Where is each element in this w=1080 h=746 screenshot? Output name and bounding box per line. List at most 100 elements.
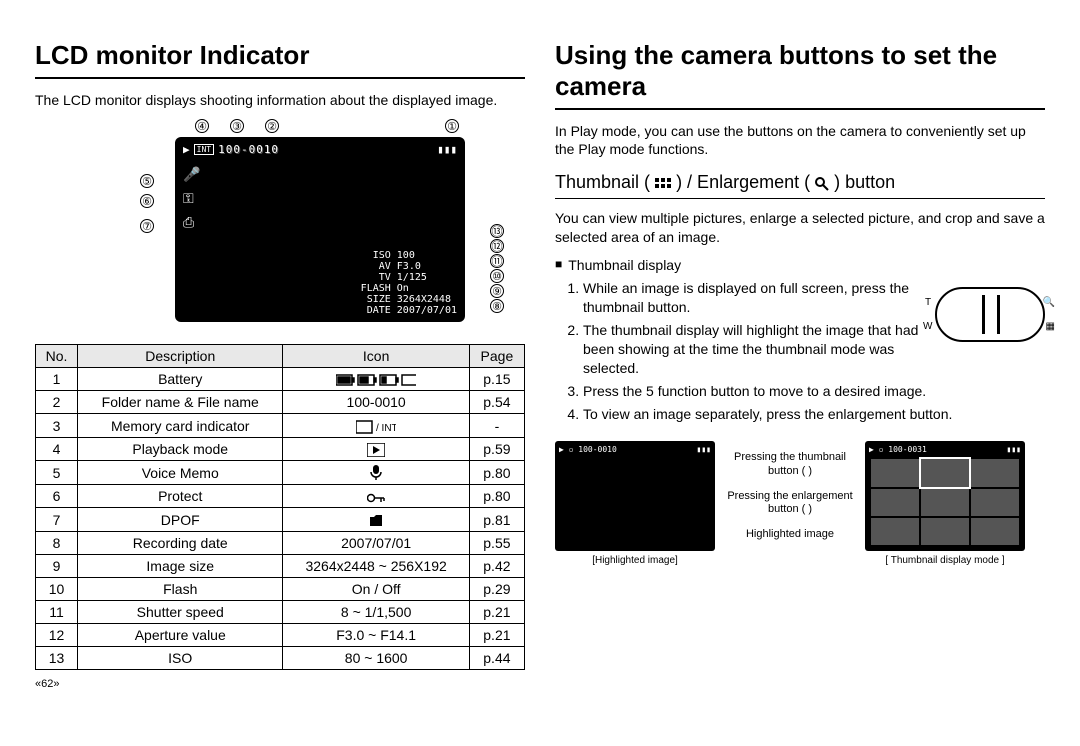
left-title: LCD monitor Indicator [35, 40, 525, 79]
cell-page: p.54 [469, 391, 524, 414]
callout-8: ⑧ [490, 299, 504, 313]
th-no: No. [36, 345, 78, 368]
th-desc: Description [78, 345, 283, 368]
table-row: 11Shutter speed8 ~ 1/1,500p.21 [36, 600, 525, 623]
callout-1: ① [445, 119, 459, 133]
table-row: 8Recording date2007/07/01p.55 [36, 531, 525, 554]
lcd-info-row: TV1/125 [351, 272, 457, 283]
table-row: 7DPOF p.81 [36, 508, 525, 531]
indicator-table: No. Description Icon Page 1Batteryp.152F… [35, 344, 525, 669]
bullet-text: Thumbnail display [568, 257, 681, 273]
key-icon: ⚿ [183, 191, 200, 207]
lcd-info-label: SIZE [351, 294, 391, 305]
cell-desc: Recording date [78, 531, 283, 554]
cell-page: p.15 [469, 368, 524, 391]
cell-desc: Protect [78, 485, 283, 508]
lcd-info-row: SIZE 3264X2448 [351, 294, 457, 305]
cell-no: 9 [36, 554, 78, 577]
cell-desc: Aperture value [78, 623, 283, 646]
table-row: 5Voice Memop.80 [36, 461, 525, 485]
step-item: To view an image separately, press the e… [583, 405, 953, 424]
page-number: «62» [35, 678, 525, 690]
diag-middle: Pressing the thumbnail button ( ) Pressi… [725, 441, 855, 541]
callout-6: ⑥ [140, 194, 154, 208]
cell-desc: Flash [78, 577, 283, 600]
zoom-grid-icon: ▦ [1046, 321, 1055, 332]
callout-10: ⑩ [490, 269, 504, 283]
lcd-info-label: FLASH [351, 283, 391, 294]
subhead: Thumbnail ( ) / Enlargement ( ) button [555, 172, 1045, 199]
cell-icon: 3264x2448 ~ 256X192 [283, 554, 469, 577]
bottom-diagram: ▶ ▫ 100-0010 ▮▮▮ [Highlighted image] Pre… [555, 441, 1045, 566]
lcd-info-label: ISO [351, 250, 391, 261]
cell-no: 13 [36, 646, 78, 669]
lcd-info-row: ISO100 [351, 250, 457, 261]
bullet-row: ■ Thumbnail display [555, 257, 1045, 273]
cell-icon [283, 368, 469, 391]
zoom-t: T [925, 297, 931, 308]
cell-page: p.21 [469, 600, 524, 623]
cell-desc: Playback mode [78, 437, 283, 460]
file-number: 100-0010 [218, 143, 279, 156]
cell-no: 12 [36, 623, 78, 646]
lcd-info-value: 1/125 [397, 272, 427, 283]
diag-right: ▶ ▫ 100-0031 ▮▮▮ [ Thumbnail display mod… [865, 441, 1025, 566]
lcd-diagram: ④ ③ ② ① ⑤ ⑥ ⑦ ⑬ ⑫ ⑪ ⑩ ⑨ ⑧ ▶ INT 100-0010… [35, 119, 525, 334]
cell-no: 11 [36, 600, 78, 623]
mid-caption: Highlighted image [725, 528, 855, 541]
cell-no: 10 [36, 577, 78, 600]
cell-icon: 80 ~ 1600 [283, 646, 469, 669]
cell-desc: Image size [78, 554, 283, 577]
cell-desc: Memory card indicator [78, 414, 283, 437]
dpof-icon: ⎙ [183, 215, 200, 231]
cell-desc: DPOF [78, 508, 283, 531]
right-para: You can view multiple pictures, enlarge … [555, 209, 1045, 247]
card-icon: INT [194, 144, 214, 155]
zoom-button-art: T W 🔍 ▦ [935, 287, 1045, 342]
magnify-icon [815, 172, 829, 192]
mid-top-label: Pressing the thumbnail button ( ) [725, 451, 855, 477]
zoom-magnify-icon: 🔍 [1043, 297, 1055, 308]
lcd-info-value: On [397, 283, 409, 294]
table-row: 9Image size3264x2448 ~ 256X192p.42 [36, 554, 525, 577]
callout-13: ⑬ [490, 224, 504, 238]
mini-left-file: 100-0010 [578, 445, 617, 454]
cell-icon [283, 437, 469, 460]
callout-12: ⑫ [490, 239, 504, 253]
lcd-info-row: FLASH On [351, 283, 457, 294]
cell-page: p.80 [469, 461, 524, 485]
callout-2: ② [265, 119, 279, 133]
cell-desc: Shutter speed [78, 600, 283, 623]
right-intro: In Play mode, you can use the buttons on… [555, 122, 1035, 158]
mic-icon: 🎤 [183, 167, 200, 183]
cell-page: - [469, 414, 524, 437]
cell-page: p.42 [469, 554, 524, 577]
bullet-square-icon: ■ [555, 257, 562, 273]
cell-icon [283, 461, 469, 485]
cell-no: 8 [36, 531, 78, 554]
cell-page: p.81 [469, 508, 524, 531]
callout-5: ⑤ [140, 174, 154, 188]
cell-no: 7 [36, 508, 78, 531]
diag-left: ▶ ▫ 100-0010 ▮▮▮ [Highlighted image] [555, 441, 715, 566]
cell-icon: 100-0010 [283, 391, 469, 414]
subhead-suffix: ) button [834, 172, 895, 192]
battery-icon: ▮▮▮ [437, 143, 457, 156]
cell-no: 6 [36, 485, 78, 508]
cell-no: 4 [36, 437, 78, 460]
subhead-mid: ) / Enlargement ( [676, 172, 815, 192]
lcd-info-value: F3.0 [397, 261, 421, 272]
table-row: 6Protectp.80 [36, 485, 525, 508]
mini-lcd-right: ▶ ▫ 100-0031 ▮▮▮ [865, 441, 1025, 551]
cell-page: p.29 [469, 577, 524, 600]
lcd-info-row: DATE2007/07/01 [351, 305, 457, 316]
table-row: 10FlashOn / Offp.29 [36, 577, 525, 600]
lcd-info-value: 3264X2448 [397, 294, 451, 305]
cell-no: 1 [36, 368, 78, 391]
cell-page: p.21 [469, 623, 524, 646]
lcd-info-label: DATE [351, 305, 391, 316]
table-row: 1Batteryp.15 [36, 368, 525, 391]
callout-7: ⑦ [140, 219, 154, 233]
lcd-screen: ▶ INT 100-0010 ▮▮▮ 🎤 ⚿ ⎙ ISO100AVF3.0TV1… [175, 137, 465, 322]
lcd-info-block: ISO100AVF3.0TV1/125FLASHOnSIZE3264X2448D… [351, 250, 457, 316]
